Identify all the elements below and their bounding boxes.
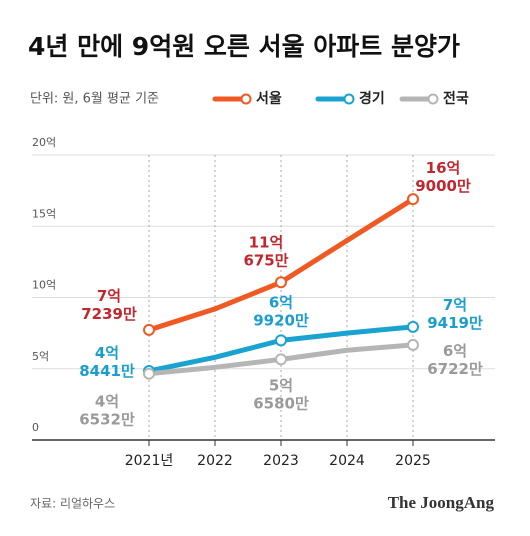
x-tick-label: 2024 xyxy=(329,453,365,469)
data-label-line: 6722만 xyxy=(427,359,483,377)
point-marker xyxy=(275,276,287,289)
y-tick-label: 20억 xyxy=(32,136,56,149)
y-tick-label: 15억 xyxy=(32,207,56,220)
chart-title: 4년 만에 9억원 오른 서울 아파트 분양가 xyxy=(28,32,460,61)
legend-label: 전국 xyxy=(443,90,469,107)
data-label-line: 6억 xyxy=(443,341,467,359)
data-label-line: 6억 xyxy=(269,293,293,311)
data-label-line: 5억 xyxy=(269,376,293,394)
point-marker xyxy=(275,334,287,347)
source: 자료: 리얼하우스 xyxy=(30,497,115,511)
data-label-line: 9419만 xyxy=(427,313,483,331)
data-label-line: 9920만 xyxy=(253,311,309,329)
legend-marker xyxy=(240,93,252,105)
point-marker xyxy=(143,367,155,380)
data-label-line: 4억 xyxy=(95,343,119,361)
data-label: 16억 9000만 xyxy=(415,159,471,195)
data-label-line: 4억 xyxy=(95,392,119,410)
legend-marker xyxy=(343,93,355,105)
data-label-line: 16억 xyxy=(426,159,461,177)
data-label: 7억 7239만 xyxy=(81,286,137,322)
data-label: 6억 6722만 xyxy=(427,341,483,377)
data-label-line: 7억 xyxy=(443,295,467,313)
data-label-line: 7239만 xyxy=(81,304,137,322)
legend-label: 경기 xyxy=(359,90,385,107)
data-label: 4억 8441만 xyxy=(79,343,135,379)
x-tick-label: 2023 xyxy=(263,453,299,469)
data-label-line: 11억 xyxy=(249,233,284,251)
point-marker xyxy=(275,353,287,366)
x-tick-label: 2025 xyxy=(395,453,431,469)
point-marker xyxy=(407,320,419,333)
data-label-line: 675만 xyxy=(243,251,288,269)
data-label: 6억 9920만 xyxy=(253,293,309,329)
data-label-line: 8441만 xyxy=(79,361,135,379)
data-label-line: 6532만 xyxy=(79,410,135,428)
point-marker xyxy=(407,193,419,206)
x-tick-label: 2021년 xyxy=(125,453,174,469)
y-tick-label: 5억 xyxy=(32,350,49,363)
legend-label: 서울 xyxy=(256,90,282,107)
y-tick-label: 10억 xyxy=(32,279,56,292)
data-label: 11억 675만 xyxy=(243,233,288,269)
subtitle: 단위: 원, 6월 평균 기준 xyxy=(30,92,159,107)
brand: The JoongAng xyxy=(388,493,495,512)
legend-marker xyxy=(427,93,439,105)
data-label-line: 6580만 xyxy=(253,394,309,412)
y-tick-label: 0 xyxy=(32,421,39,434)
data-label: 4억 6532만 xyxy=(79,392,135,428)
data-label: 7억 9419만 xyxy=(427,295,483,331)
data-label-line: 9000만 xyxy=(415,177,471,195)
x-tick-label: 2022 xyxy=(197,453,233,469)
point-marker xyxy=(143,323,155,336)
data-label: 5억 6580만 xyxy=(253,376,309,412)
data-label-line: 7억 xyxy=(97,286,121,304)
point-marker xyxy=(407,338,419,351)
